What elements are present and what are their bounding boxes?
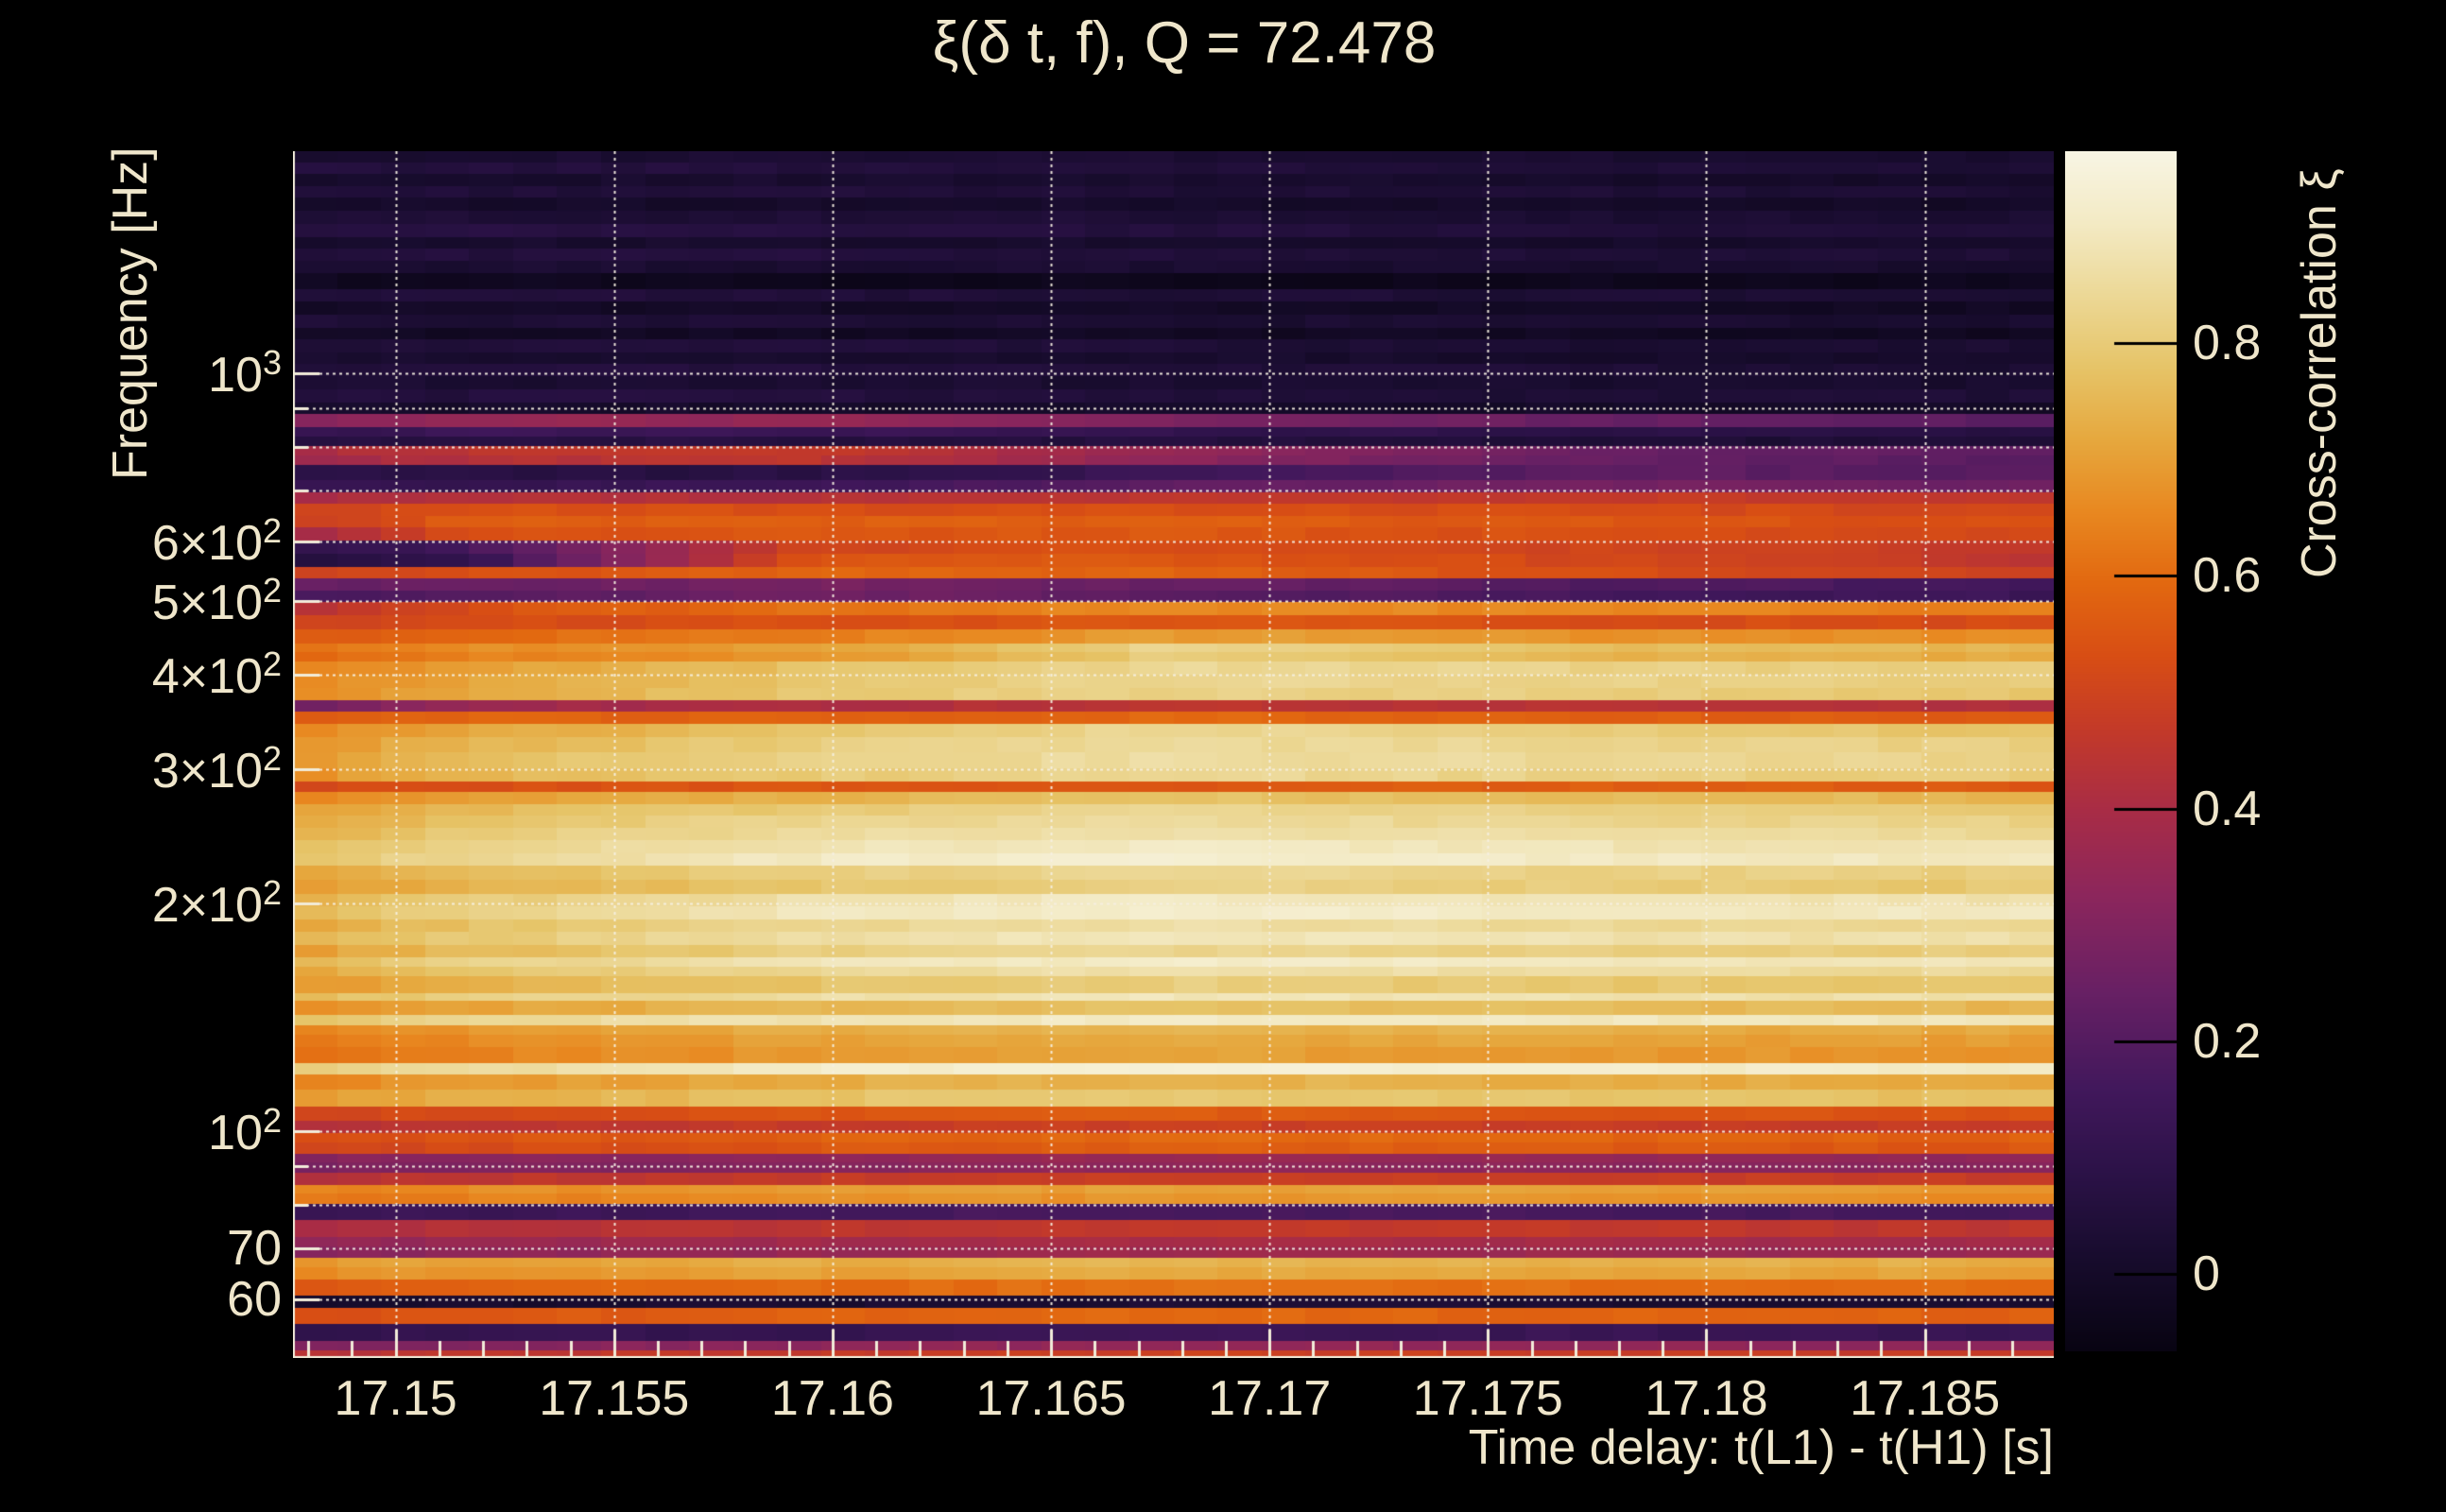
- y-tick-label: 5×102: [151, 571, 282, 631]
- colorbar-tick-label: 0.6: [2193, 548, 2262, 604]
- y-tick-label: 102: [208, 1100, 282, 1161]
- x-tick-label: 17.15: [334, 1371, 457, 1426]
- y-tick-label: 2×102: [151, 872, 282, 933]
- x-axis-title: Time delay: t(L1) - t(H1) [s]: [1468, 1420, 2054, 1475]
- colorbar-gradient: [2065, 151, 2177, 1351]
- y-tick-label: 3×102: [151, 739, 282, 799]
- y-tick-label: 70: [227, 1221, 282, 1277]
- plot-title: ξ(δ t, f), Q = 72.478: [932, 10, 1437, 76]
- y-tick-label: 4×102: [151, 644, 282, 705]
- y-tick-label: 60: [227, 1271, 282, 1327]
- x-tick-label: 17.155: [539, 1371, 690, 1426]
- x-tick-label: 17.165: [975, 1371, 1127, 1426]
- y-tick-label: 6×102: [151, 510, 282, 572]
- colorbar-tick-label: 0.2: [2193, 1013, 2262, 1069]
- x-tick-label: 17.185: [1850, 1371, 2001, 1426]
- colorbar-tick-label: 0: [2193, 1246, 2220, 1301]
- x-tick-label: 17.16: [770, 1371, 894, 1426]
- colorbar-title: Cross-correlation ξ: [2292, 168, 2347, 578]
- y-tick-label: 103: [208, 342, 282, 404]
- x-tick-label: 17.17: [1208, 1371, 1332, 1426]
- x-tick-label: 17.18: [1645, 1371, 1768, 1426]
- heatmap-plot-area: [293, 151, 2054, 1358]
- x-tick-label: 17.175: [1412, 1371, 1563, 1426]
- colorbar-tick-label: 0.4: [2193, 781, 2262, 836]
- colorbar-tick-label: 0.8: [2193, 316, 2262, 370]
- y-axis-title: Frequency [Hz]: [103, 146, 158, 480]
